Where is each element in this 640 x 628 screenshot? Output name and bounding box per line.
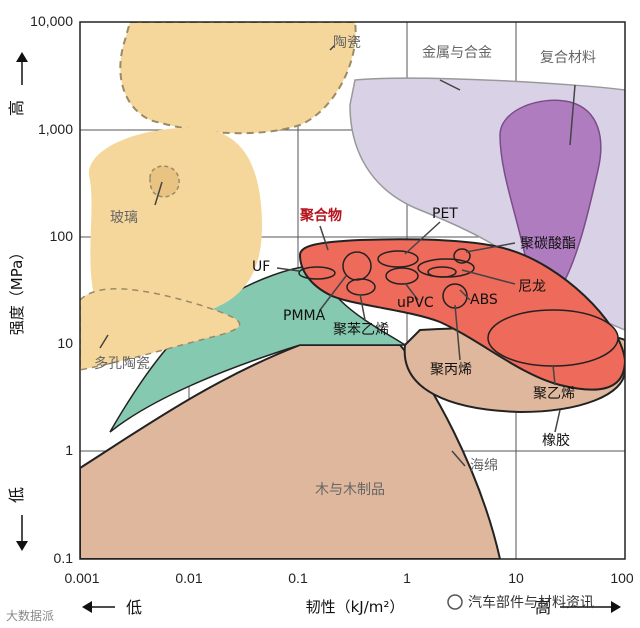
leader-upvc bbox=[404, 282, 419, 301]
x-left-arrow-head bbox=[82, 601, 92, 613]
label-glass: 玻璃 bbox=[110, 209, 138, 226]
leader-lines bbox=[99, 44, 576, 467]
uf-ellipse bbox=[298, 266, 336, 280]
label-composites: 复合材料 bbox=[540, 49, 596, 66]
region-glass bbox=[88, 127, 263, 323]
y-tick-10000: 10,000 bbox=[30, 13, 73, 29]
y-axis-title: 强度（MPa） bbox=[8, 245, 26, 336]
label-rubber: 橡胶 bbox=[542, 432, 570, 449]
leader-nylon bbox=[461, 269, 516, 285]
leader-polystyrene bbox=[359, 293, 366, 321]
x-low-label: 低 bbox=[126, 598, 142, 617]
x-axis-title: 韧性（kJ/m²） bbox=[306, 598, 405, 616]
leader-porous bbox=[99, 334, 109, 349]
label-metals: 金属与合金 bbox=[422, 45, 492, 61]
y-low-label: 低 bbox=[7, 487, 26, 503]
y-tick-labels: 10,000 1,000 100 10 1 0.1 bbox=[30, 13, 73, 566]
y-tick-0.1: 0.1 bbox=[54, 550, 74, 566]
pc-ellipse bbox=[453, 248, 471, 264]
plot-frame bbox=[79, 21, 626, 560]
label-ceramics: 陶瓷 bbox=[333, 35, 361, 51]
x-tick-1: 1 bbox=[403, 570, 411, 586]
label-abs: ABS bbox=[470, 292, 498, 308]
watermarks: 大数据派 汽车部件与材料资讯 bbox=[6, 594, 594, 623]
label-pe: 聚乙烯 bbox=[533, 386, 575, 402]
x-tick-10: 10 bbox=[508, 570, 524, 586]
label-polystyrene: 聚苯乙烯 bbox=[333, 321, 389, 338]
y-tick-100: 100 bbox=[50, 228, 74, 244]
y-high-label: 高 bbox=[7, 100, 26, 116]
leader-pc bbox=[465, 242, 516, 253]
x-axis-annotations: 低 韧性（kJ/m²） 高 bbox=[82, 598, 621, 617]
leader-glass bbox=[154, 181, 163, 206]
x-tick-labels: 0.001 0.01 0.1 1 10 100 bbox=[64, 570, 633, 586]
y-tick-1: 1 bbox=[65, 442, 73, 458]
label-nylon: 尼龙 bbox=[518, 279, 546, 295]
region-ceramics bbox=[119, 22, 357, 135]
pe-ellipse bbox=[487, 309, 619, 367]
pp-ellipse bbox=[427, 266, 457, 278]
leader-ceramic bbox=[329, 44, 336, 51]
y-down-arrow-head bbox=[16, 541, 28, 551]
leader-pet bbox=[404, 221, 441, 255]
leader-polymers bbox=[319, 225, 329, 251]
label-pp: 聚丙烯 bbox=[430, 362, 472, 378]
leader-pmma bbox=[319, 275, 347, 311]
watermark-right: 汽车部件与材料资讯 bbox=[468, 594, 594, 611]
x-tick-0.01: 0.01 bbox=[175, 570, 202, 586]
y-up-arrow-head bbox=[16, 52, 28, 62]
label-porous-ceramics: 多孔陶瓷 bbox=[94, 355, 150, 372]
upvc-ellipse bbox=[385, 267, 419, 285]
polystyrene-ellipse bbox=[346, 278, 376, 296]
y-axis-annotations: 高 强度（MPa） 低 bbox=[7, 52, 28, 551]
label-pet: PET bbox=[432, 206, 458, 222]
wechat-icon bbox=[447, 594, 463, 610]
glass-inner-blob bbox=[149, 165, 180, 198]
y-tick-1000: 1,000 bbox=[38, 121, 73, 137]
leader-rubber bbox=[554, 409, 561, 433]
label-pmma: PMMA bbox=[283, 308, 326, 324]
x-tick-0.1: 0.1 bbox=[288, 570, 308, 586]
leader-pe bbox=[552, 364, 556, 386]
label-uf: UF bbox=[252, 259, 270, 275]
label-upvc: uPVC bbox=[397, 295, 434, 311]
label-pc: 聚碳酸酯 bbox=[520, 236, 576, 252]
leader-uf bbox=[276, 267, 300, 272]
leader-pp bbox=[454, 304, 461, 361]
leader-composites bbox=[569, 84, 576, 146]
label-polymers: 聚合物 bbox=[299, 207, 342, 224]
leader-metals bbox=[439, 79, 461, 91]
region-composites bbox=[499, 99, 602, 285]
region-porous-ceramics bbox=[80, 288, 241, 371]
leader-abs bbox=[459, 289, 471, 301]
x-tick-0.001: 0.001 bbox=[64, 570, 99, 586]
y-tick-10: 10 bbox=[57, 335, 73, 351]
plot-regions bbox=[80, 22, 625, 559]
pet-ellipse bbox=[377, 250, 419, 268]
x-right-arrow-head bbox=[611, 601, 621, 613]
label-wood: 木与木制品 bbox=[315, 482, 385, 498]
label-sponge: 海绵 bbox=[470, 457, 498, 474]
watermark-left: 大数据派 bbox=[6, 608, 54, 623]
x-tick-100: 100 bbox=[610, 570, 634, 586]
leader-sponge bbox=[451, 450, 466, 467]
x-high-label: 高 bbox=[535, 598, 551, 617]
